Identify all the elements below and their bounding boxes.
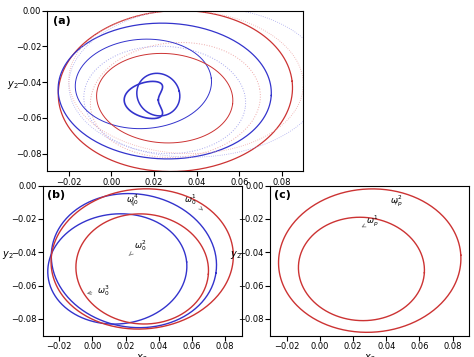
X-axis label: $x_2$: $x_2$ [137,352,148,357]
X-axis label: $x_2$: $x_2$ [364,352,375,357]
Text: (b): (b) [46,190,65,200]
X-axis label: $x_2$: $x_2$ [170,188,181,200]
Text: $\omega_0^1$: $\omega_0^1$ [184,192,202,210]
Text: $\omega_0^4$: $\omega_0^4$ [126,192,138,207]
Text: $\omega_p^1$: $\omega_p^1$ [362,214,379,230]
Text: $\omega_p^2$: $\omega_p^2$ [390,194,402,210]
Text: $\omega_0^3$: $\omega_0^3$ [88,283,110,298]
Y-axis label: $y_2$: $y_2$ [7,79,18,91]
Y-axis label: $y_2$: $y_2$ [2,248,14,261]
Text: (a): (a) [53,16,70,26]
Y-axis label: $y_2$: $y_2$ [230,248,241,261]
Text: (c): (c) [274,190,291,200]
Text: $\omega_0^2$: $\omega_0^2$ [129,238,146,256]
